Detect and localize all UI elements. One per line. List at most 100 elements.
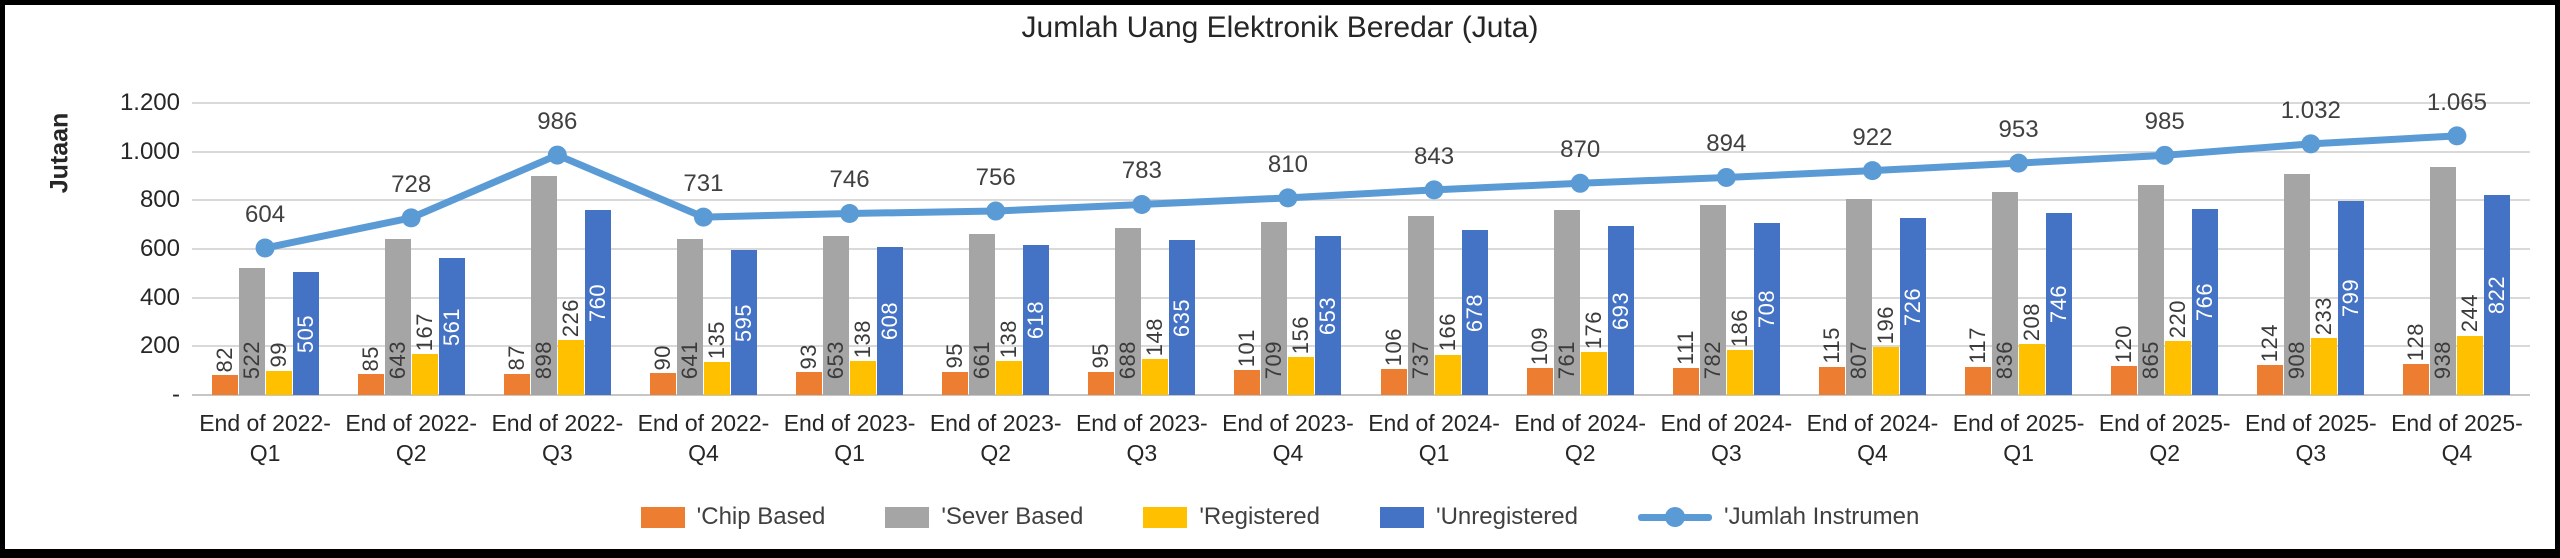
line-marker <box>1716 167 1736 187</box>
bar-sever-based <box>823 236 850 395</box>
line-value-label: 728 <box>391 170 432 198</box>
line-value-label: 756 <box>975 164 1016 192</box>
x-axis-line <box>192 394 2530 396</box>
bar-value-label-unregistered: 799 <box>2338 278 2364 317</box>
bar-value-label-registered: 156 <box>1288 315 1314 355</box>
bar-unregistered <box>292 272 319 395</box>
bar-sever-based <box>969 234 996 395</box>
y-axis-title: Jutaan <box>45 112 74 194</box>
bar-value-label-unregistered: 653 <box>1315 296 1341 335</box>
bar-registered <box>1434 354 1461 395</box>
bar-value-label-sever-based: 661 <box>969 340 995 379</box>
bar-chip-based <box>1526 368 1553 395</box>
x-axis-label: End of 2023- Q3 <box>1075 410 1208 466</box>
bar-chip-based <box>1672 367 1699 395</box>
legend-item-unregistered: 'Unregistered <box>1380 503 1578 531</box>
bar-value-label-sever-based: 641 <box>676 340 702 379</box>
line-marker <box>2155 145 2175 165</box>
bar-unregistered <box>438 258 465 395</box>
bar-value-label-sever-based: 898 <box>530 340 556 379</box>
line-value-label: 604 <box>245 201 286 229</box>
legend-line-marker-icon <box>1637 507 1712 528</box>
line-marker <box>1278 188 1298 208</box>
legend-item-chip-based: 'Chip Based <box>640 503 825 531</box>
bar-value-label-sever-based: 807 <box>1845 340 1871 379</box>
bar-value-label-chip-based: 111 <box>1672 330 1698 365</box>
chart-title: Jumlah Uang Elektronik Beredar (Juta) <box>1021 11 1539 44</box>
line-marker <box>2447 126 2467 146</box>
bar-value-label-sever-based: 737 <box>1407 340 1433 379</box>
legend-label-registered: 'Registered <box>1199 503 1320 530</box>
bar-value-label-sever-based: 653 <box>823 340 849 379</box>
gridline <box>192 345 2530 348</box>
bar-chip-based <box>796 372 823 395</box>
line-value-label: 810 <box>1267 150 1308 178</box>
line-value-label: 922 <box>1852 123 1893 151</box>
x-axis-label: End of 2025- Q2 <box>2098 410 2231 466</box>
bar-value-label-unregistered: 678 <box>1461 293 1487 332</box>
line-value-label: 953 <box>1998 116 2039 144</box>
bar-value-label-registered: 148 <box>1142 317 1168 356</box>
bar-value-label-sever-based: 709 <box>1261 340 1287 379</box>
bar-registered <box>411 354 438 395</box>
bar-chip-based <box>2111 365 2138 395</box>
bar-registered <box>1288 357 1315 395</box>
bar-chip-based <box>649 373 676 395</box>
line-value-label: 1.065 <box>2426 88 2487 116</box>
gridline <box>192 150 2530 153</box>
legend-swatch-icon-registered <box>1143 506 1188 528</box>
bar-unregistered <box>1315 236 1342 395</box>
bar-value-label-unregistered: 608 <box>877 301 903 341</box>
bar-registered <box>996 361 1023 395</box>
bar-sever-based <box>676 239 703 395</box>
bar-value-label-registered: 186 <box>1726 308 1752 347</box>
legend-dot-icon <box>1664 507 1685 527</box>
line-value-label: 1.032 <box>2280 96 2341 124</box>
x-axis-label: End of 2023- Q2 <box>929 410 1062 466</box>
bar-value-label-registered: 233 <box>2311 297 2337 336</box>
bar-value-label-chip-based: 101 <box>1234 329 1260 368</box>
bar-value-label-chip-based: 93 <box>796 343 822 370</box>
bar-sever-based <box>1115 227 1142 395</box>
line-marker <box>1862 161 1882 181</box>
bar-value-label-unregistered: 746 <box>2046 285 2072 324</box>
bar-chip-based <box>1088 371 1115 395</box>
x-axis-label: End of 2024- Q2 <box>1514 410 1647 466</box>
line-value-label: 783 <box>1121 157 1162 185</box>
bar-value-label-unregistered: 708 <box>1753 289 1779 328</box>
legend-swatch-icon-sever-based <box>885 506 930 528</box>
bar-value-label-registered: 99 <box>265 342 291 368</box>
bar-unregistered <box>2484 194 2511 395</box>
bar-registered <box>557 340 584 395</box>
bar-value-label-chip-based: 85 <box>357 345 383 372</box>
bar-value-label-registered: 176 <box>1580 310 1606 350</box>
bar-registered <box>265 370 292 395</box>
line-marker <box>693 207 713 227</box>
bar-registered <box>2165 341 2192 395</box>
bar-value-label-registered: 138 <box>850 320 876 359</box>
bar-value-label-chip-based: 120 <box>2111 324 2137 363</box>
legend-item-sever-based: 'Sever Based <box>885 503 1083 531</box>
x-axis-label: End of 2022- Q3 <box>491 410 624 466</box>
bar-value-label-sever-based: 782 <box>1699 340 1725 379</box>
legend-item-jumlah-instrumen: 'Jumlah Instrumen <box>1637 503 1920 531</box>
line-value-label: 746 <box>829 166 870 194</box>
bar-value-label-sever-based: 938 <box>2430 340 2456 379</box>
line-marker <box>986 201 1006 221</box>
bar-chip-based <box>357 374 384 395</box>
legend-swatch-icon-chip-based <box>640 506 685 528</box>
legend-label-jumlah-instrumen: 'Jumlah Instrumen <box>1723 503 1920 530</box>
legend-item-registered: 'Registered <box>1143 503 1320 531</box>
bar-value-label-unregistered: 561 <box>438 307 464 346</box>
y-tick-label: 1.000 <box>119 137 180 165</box>
bar-registered <box>703 362 730 395</box>
line-marker <box>1132 194 1152 214</box>
bar-registered <box>2457 335 2484 395</box>
line-marker <box>840 203 860 223</box>
line-marker <box>1570 173 1590 193</box>
line-value-label: 985 <box>2144 108 2185 136</box>
bar-value-label-unregistered: 693 <box>1607 291 1633 330</box>
gridline <box>192 296 2530 299</box>
bar-chip-based <box>942 371 969 395</box>
